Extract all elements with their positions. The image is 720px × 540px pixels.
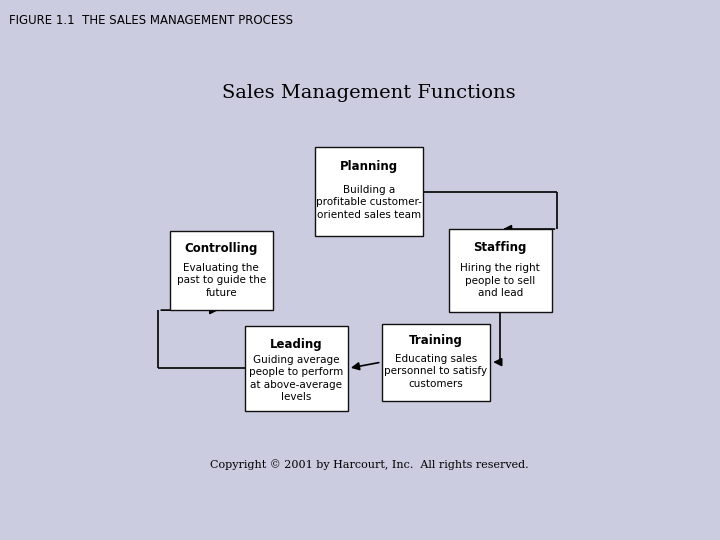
Bar xyxy=(382,323,490,401)
Bar xyxy=(315,147,423,237)
Bar xyxy=(169,231,273,310)
Text: Staffing: Staffing xyxy=(474,241,527,254)
Text: Evaluating the
past to guide the
future: Evaluating the past to guide the future xyxy=(176,262,266,298)
Text: Building a
profitable customer-
oriented sales team: Building a profitable customer- oriented… xyxy=(316,185,422,220)
Text: Copyright © 2001 by Harcourt, Inc.  All rights reserved.: Copyright © 2001 by Harcourt, Inc. All r… xyxy=(210,460,528,470)
Text: FIGURE 1.1  THE SALES MANAGEMENT PROCESS: FIGURE 1.1 THE SALES MANAGEMENT PROCESS xyxy=(9,14,292,26)
Text: Controlling: Controlling xyxy=(184,242,258,255)
Text: Training: Training xyxy=(409,334,463,347)
Text: Guiding average
people to perform
at above-average
levels: Guiding average people to perform at abo… xyxy=(249,355,343,402)
Bar xyxy=(245,326,348,411)
Text: Sales Management Functions: Sales Management Functions xyxy=(222,84,516,102)
Text: Planning: Planning xyxy=(340,160,398,173)
Text: Hiring the right
people to sell
and lead: Hiring the right people to sell and lead xyxy=(460,263,540,298)
Text: Educating sales
personnel to satisfy
customers: Educating sales personnel to satisfy cus… xyxy=(384,354,487,389)
Bar xyxy=(449,229,552,312)
Text: Leading: Leading xyxy=(270,338,323,351)
